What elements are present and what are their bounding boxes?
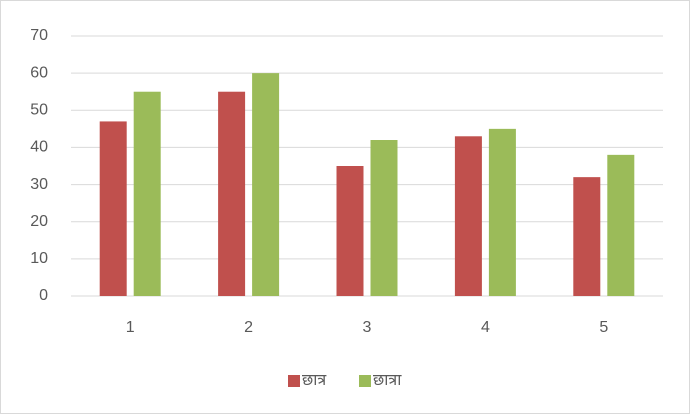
bar (607, 154, 635, 296)
legend-swatch (359, 375, 371, 387)
legend-label: छात्र (302, 372, 327, 389)
y-tick-label: 70 (30, 27, 48, 44)
legend-label: छात्रा (373, 372, 402, 389)
bar (218, 91, 246, 296)
y-tick-label: 50 (30, 102, 48, 119)
bar (99, 121, 127, 296)
bar (252, 73, 280, 297)
y-tick-label: 30 (30, 176, 48, 193)
y-tick-label: 40 (30, 139, 48, 156)
bar (454, 136, 482, 296)
y-tick-label: 0 (39, 287, 48, 304)
bar (370, 140, 398, 296)
bar (336, 166, 364, 296)
x-tick-label: 2 (244, 319, 253, 336)
bar (488, 128, 516, 296)
legend-swatch (288, 375, 300, 387)
y-tick-label: 60 (30, 64, 48, 81)
x-tick-label: 3 (363, 319, 372, 336)
bar (133, 91, 161, 296)
y-tick-label: 10 (30, 250, 48, 267)
x-tick-label: 1 (126, 319, 135, 336)
bar (573, 177, 601, 296)
y-tick-label: 20 (30, 213, 48, 230)
x-tick-label: 4 (481, 319, 490, 336)
x-tick-label: 5 (599, 319, 608, 336)
